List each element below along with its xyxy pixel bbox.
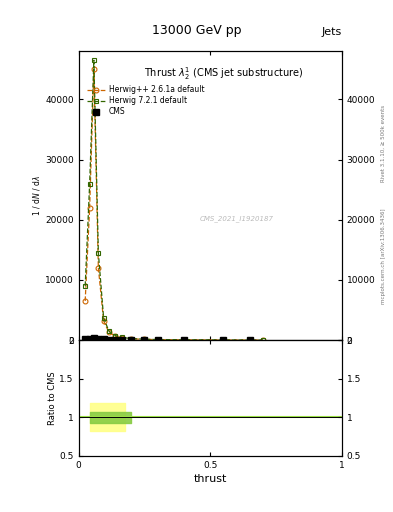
Text: Thrust $\lambda_2^1$ (CMS jet substructure): Thrust $\lambda_2^1$ (CMS jet substructu… — [144, 66, 303, 82]
Herwig 7.2.1 default — [129, 335, 134, 342]
CMS — [113, 337, 118, 343]
Herwig 7.2.1 default — [221, 337, 226, 343]
Herwig 7.2.1 default — [113, 332, 118, 338]
Herwig 7.2.1 default — [182, 337, 186, 343]
Herwig++ 2.6.1a default — [83, 298, 88, 304]
Line: CMS: CMS — [83, 335, 253, 343]
Herwig++ 2.6.1a default — [129, 336, 134, 342]
Text: 13000 GeV pp: 13000 GeV pp — [152, 24, 241, 37]
Herwig++ 2.6.1a default — [113, 333, 118, 339]
Herwig 7.2.1 default — [120, 334, 125, 340]
CMS — [101, 336, 106, 343]
Legend: Herwig++ 2.6.1a default, Herwig 7.2.1 default, CMS: Herwig++ 2.6.1a default, Herwig 7.2.1 de… — [85, 84, 206, 118]
Herwig++ 2.6.1a default — [101, 318, 106, 324]
Herwig 7.2.1 default — [96, 250, 101, 256]
CMS — [248, 337, 252, 343]
Line: Herwig 7.2.1 default: Herwig 7.2.1 default — [83, 58, 265, 343]
CMS — [107, 336, 111, 343]
CMS — [155, 337, 160, 343]
Y-axis label: Ratio to CMS: Ratio to CMS — [48, 371, 57, 425]
X-axis label: thrust: thrust — [194, 474, 227, 484]
Text: Jets: Jets — [321, 27, 342, 37]
Herwig++ 2.6.1a default — [221, 337, 226, 343]
Herwig 7.2.1 default — [101, 315, 106, 321]
Herwig 7.2.1 default — [83, 283, 88, 289]
Herwig 7.2.1 default — [92, 57, 96, 63]
CMS — [120, 337, 125, 343]
CMS — [142, 337, 147, 343]
CMS — [83, 336, 88, 343]
Herwig 7.2.1 default — [107, 328, 111, 334]
Herwig++ 2.6.1a default — [261, 337, 265, 343]
Y-axis label: 1 / $\mathrm{d}N$ / $\mathrm{d}\lambda$: 1 / $\mathrm{d}N$ / $\mathrm{d}\lambda$ — [31, 175, 42, 216]
Herwig++ 2.6.1a default — [107, 329, 111, 335]
Herwig++ 2.6.1a default — [155, 336, 160, 343]
CMS — [96, 336, 101, 342]
CMS — [129, 337, 134, 343]
CMS — [182, 337, 186, 343]
Herwig++ 2.6.1a default — [92, 66, 96, 72]
Herwig++ 2.6.1a default — [120, 335, 125, 341]
Herwig++ 2.6.1a default — [142, 336, 147, 343]
Herwig 7.2.1 default — [155, 336, 160, 343]
Herwig 7.2.1 default — [87, 181, 92, 187]
CMS — [87, 335, 92, 342]
Herwig++ 2.6.1a default — [87, 205, 92, 211]
Herwig 7.2.1 default — [142, 336, 147, 343]
Line: Herwig++ 2.6.1a default: Herwig++ 2.6.1a default — [83, 67, 265, 343]
Text: CMS_2021_I1920187: CMS_2021_I1920187 — [200, 216, 274, 222]
Herwig 7.2.1 default — [261, 337, 265, 343]
CMS — [221, 337, 226, 343]
Herwig++ 2.6.1a default — [96, 265, 101, 271]
Text: Rivet 3.1.10, ≥ 500k events: Rivet 3.1.10, ≥ 500k events — [381, 105, 386, 182]
CMS — [92, 335, 96, 342]
Herwig++ 2.6.1a default — [182, 337, 186, 343]
Text: mcplots.cern.ch [arXiv:1306.3436]: mcplots.cern.ch [arXiv:1306.3436] — [381, 208, 386, 304]
